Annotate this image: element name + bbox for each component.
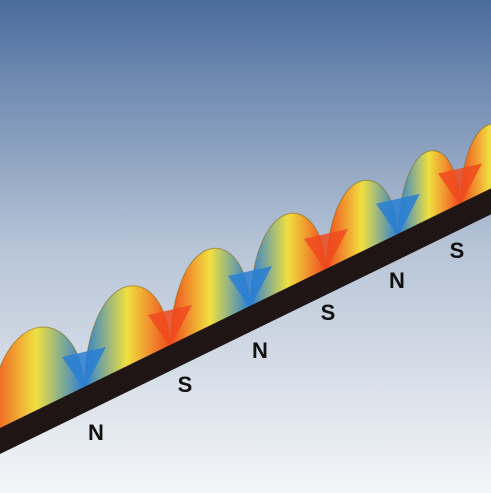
pole-labels: N S N S N S [88, 238, 464, 445]
south-pole-marker [304, 228, 348, 271]
north-pole-label: N [389, 268, 405, 293]
south-pole-label: S [321, 300, 336, 325]
north-pole-label: N [88, 420, 104, 445]
north-pole-marker [376, 193, 420, 236]
south-pole-marker [438, 163, 482, 206]
field-arches [0, 123, 491, 432]
south-pole-marker [148, 305, 192, 348]
south-pole-label: S [178, 372, 193, 397]
south-pole-label: S [450, 238, 465, 263]
magnetic-strip [0, 188, 491, 454]
north-pole-marker [228, 266, 272, 308]
north-pole-label: N [252, 338, 268, 363]
north-pole-marker [62, 347, 106, 390]
